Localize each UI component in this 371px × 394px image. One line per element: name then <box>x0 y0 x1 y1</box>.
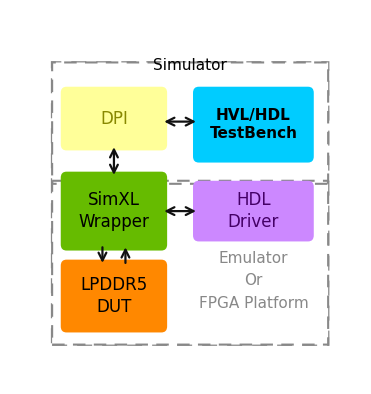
Text: LPDDR5
DUT: LPDDR5 DUT <box>80 276 148 316</box>
FancyBboxPatch shape <box>61 260 167 333</box>
FancyBboxPatch shape <box>52 184 328 345</box>
FancyBboxPatch shape <box>61 172 167 251</box>
Text: SimXL
Wrapper: SimXL Wrapper <box>79 191 150 231</box>
FancyBboxPatch shape <box>52 62 328 345</box>
Text: Simulator: Simulator <box>153 58 227 73</box>
FancyBboxPatch shape <box>61 87 167 151</box>
FancyBboxPatch shape <box>52 62 328 181</box>
Text: HVL/HDL
TestBench: HVL/HDL TestBench <box>209 108 298 141</box>
FancyBboxPatch shape <box>193 181 314 242</box>
Text: Emulator
Or
FPGA Platform: Emulator Or FPGA Platform <box>198 251 308 310</box>
FancyBboxPatch shape <box>193 87 314 163</box>
Text: HDL
Driver: HDL Driver <box>228 191 279 231</box>
Text: DPI: DPI <box>100 110 128 128</box>
